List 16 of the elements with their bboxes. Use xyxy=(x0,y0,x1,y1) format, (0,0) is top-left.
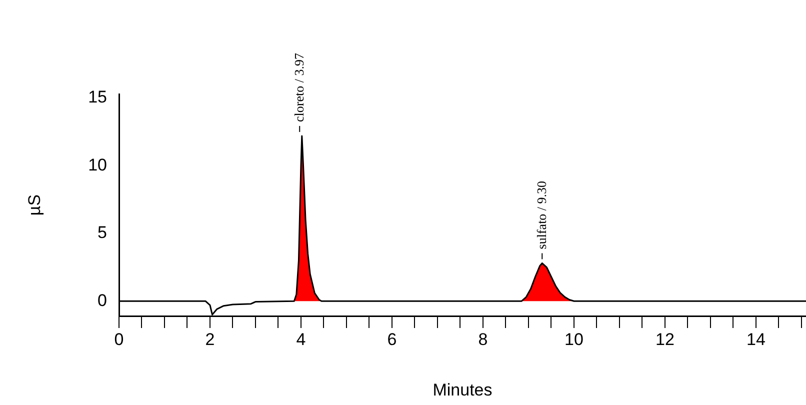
x-tick-label: 2 xyxy=(205,330,215,349)
y-tick-label: 10 xyxy=(88,155,107,174)
x-tick-label: 10 xyxy=(564,330,584,349)
annotation: cloreto / 3.97 xyxy=(292,52,307,122)
x-tick-label: 12 xyxy=(656,330,674,349)
x-tick-label: 8 xyxy=(478,330,488,349)
x-tick-label: 4 xyxy=(296,330,306,349)
y-tick-label: 5 xyxy=(98,223,107,242)
x-axis-title: Minutes xyxy=(432,380,492,400)
annotation: sulfato / 9.30 xyxy=(534,180,550,250)
x-tick-label: 0 xyxy=(114,330,124,349)
x-tick-label: 6 xyxy=(387,330,397,349)
y-axis-title: µS xyxy=(24,194,44,216)
x-tick-label: 14 xyxy=(746,330,766,349)
y-tick-label: 15 xyxy=(88,88,107,107)
y-tick-label: 0 xyxy=(98,290,107,310)
